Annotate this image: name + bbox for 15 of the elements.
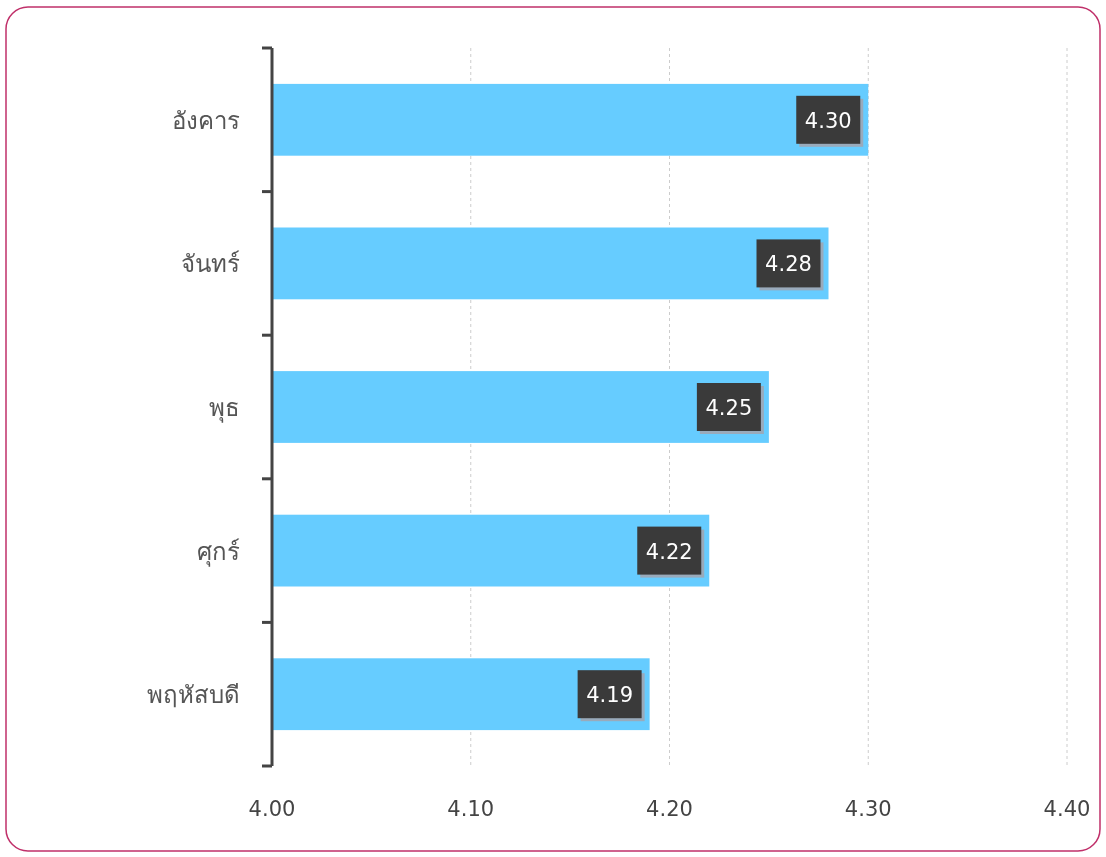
- y-tick-label: อังคาร: [172, 106, 240, 135]
- y-tick-label: จันทร์: [181, 250, 240, 279]
- data-label: 4.19: [586, 683, 634, 708]
- data-label: 4.22: [645, 539, 693, 564]
- data-label: 4.28: [765, 252, 812, 277]
- x-tick-label: 4.30: [844, 797, 892, 821]
- y-tick-label: พุธ: [209, 394, 240, 423]
- x-tick-label: 4.10: [447, 797, 495, 821]
- x-tick-label: 4.20: [646, 797, 693, 821]
- y-tick-label: ศุกร์: [197, 537, 240, 567]
- data-label: 4.30: [804, 108, 852, 133]
- y-tick-label: พฤหัสบดี: [147, 681, 240, 710]
- x-tick-label: 4.00: [248, 797, 296, 821]
- x-tick-label: 4.40: [1043, 797, 1091, 821]
- data-label: 4.25: [705, 396, 753, 420]
